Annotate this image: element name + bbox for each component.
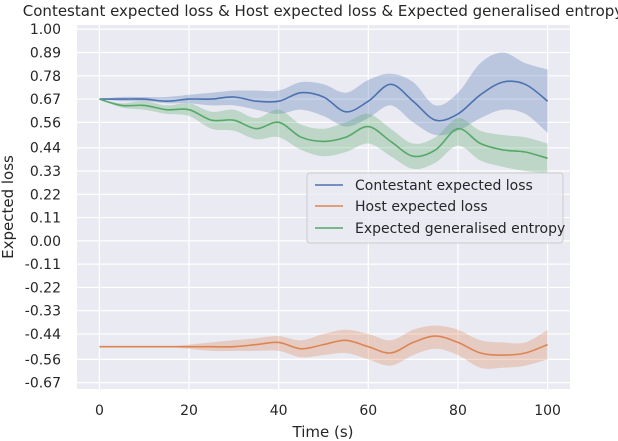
x-axis-label: Time (s)	[292, 423, 354, 441]
x-tick-label: 80	[449, 403, 467, 419]
series-line-0	[99, 80, 549, 122]
legend-label: Host expected loss	[355, 199, 488, 215]
x-tick-label: 0	[95, 403, 104, 419]
legend-box	[306, 172, 564, 244]
legend: Contestant expected loss Host expected l…	[306, 172, 565, 244]
y-tick-label: -0.44	[25, 327, 61, 343]
y-tick-label: 0.56	[30, 115, 61, 131]
x-tick-label: 20	[180, 403, 198, 419]
y-axis-label: Expected loss	[0, 155, 17, 259]
y-tick-label: 0.89	[30, 46, 61, 62]
legend-label: Contestant expected loss	[355, 178, 533, 194]
series-band-2	[99, 99, 548, 174]
series-band-0	[99, 52, 548, 136]
y-tick-label: -0.22	[25, 280, 61, 296]
series-line-2	[99, 98, 548, 160]
y-tick-label: 1.00	[30, 22, 61, 38]
y-tick-label: -0.67	[25, 376, 61, 392]
y-tick-label: -0.56	[25, 352, 61, 368]
series-lines	[99, 80, 549, 356]
y-tick-label: 0.33	[30, 164, 61, 180]
legend-label: Expected generalised entropy	[355, 221, 565, 237]
x-axis: 0 20 40 60 80 100	[95, 403, 561, 419]
x-tick-label: 100	[534, 403, 561, 419]
y-tick-label: -0.33	[25, 304, 61, 320]
x-tick-label: 40	[270, 403, 288, 419]
y-tick-label: 0.44	[30, 141, 61, 157]
y-tick-label: 0.11	[30, 211, 61, 227]
y-tick-label: 0.67	[30, 92, 61, 108]
chart-title: Contestant expected loss & Host expected…	[23, 2, 618, 20]
x-tick-label: 60	[359, 403, 377, 419]
series-line-1	[99, 335, 548, 356]
y-tick-label: 0.78	[30, 69, 61, 85]
y-tick-label: 0.00	[30, 234, 61, 250]
y-axis: 1.00 0.89 0.78 0.67 0.56 0.44 0.33 0.22 0.11 0.00…	[25, 22, 61, 391]
y-tick-label: -0.11	[25, 257, 61, 273]
y-tick-label: 0.22	[30, 187, 61, 203]
